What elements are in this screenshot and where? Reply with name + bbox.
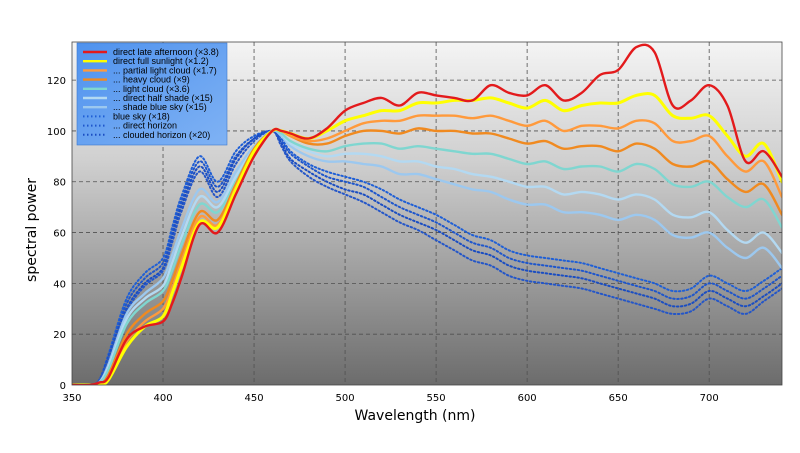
x-tick-label: 350 <box>62 393 81 404</box>
x-tick-label: 450 <box>245 393 264 404</box>
legend-label: ... partial light cloud (×1.7) <box>113 65 217 75</box>
legend-label: blue sky (×18) <box>113 111 170 121</box>
legend-label: ... light cloud (×3.6) <box>113 84 190 94</box>
series-line-1 <box>72 43 782 385</box>
series-line-6 <box>72 128 782 385</box>
series-line-3 <box>72 114 782 385</box>
x-tick-label: 650 <box>609 393 628 404</box>
x-tick-label: 600 <box>518 393 537 404</box>
legend-label: ... direct half shade (×15) <box>113 93 213 103</box>
x-tick-label: 550 <box>427 393 446 404</box>
plot-frame <box>71 41 783 386</box>
series-line-7 <box>72 129 782 385</box>
series-line-8 <box>72 129 782 385</box>
legend-label: ... direct horizon <box>113 121 177 131</box>
legend-label: direct late afternoon (×3.8) <box>113 47 219 57</box>
y-tick-label: 80 <box>53 178 66 189</box>
series-line-2 <box>72 92 782 385</box>
y-tick-label: 100 <box>47 127 66 138</box>
x-axis-label: Wavelength (nm) <box>355 408 476 424</box>
y-tick-label: 120 <box>47 76 66 87</box>
x-tick-label: 400 <box>153 393 172 404</box>
y-tick-label: 20 <box>53 330 66 341</box>
series-line-5 <box>72 128 782 385</box>
legend-label: ... clouded horizon (×20) <box>113 130 210 140</box>
series-line-9 <box>72 129 782 385</box>
x-tick-labels: 350 400 450 500 550 600 650 700 <box>62 393 718 404</box>
x-tick-label: 500 <box>336 393 355 404</box>
x-tick-label: 700 <box>700 393 719 404</box>
series-line-11 <box>72 129 782 385</box>
legend-label: ... shade blue sky (×15) <box>113 102 207 112</box>
y-tick-labels: 0 20 40 60 80 100 120 <box>47 76 66 392</box>
y-tick-label: 0 <box>60 381 66 392</box>
legend-label: ... heavy cloud (×9) <box>113 75 190 85</box>
y-tick-label: 60 <box>53 229 66 240</box>
series-group <box>72 43 782 385</box>
legend-label: direct full sunlight (×1.2) <box>113 56 209 66</box>
y-tick-label: 40 <box>53 279 66 290</box>
y-axis-label: spectral power <box>24 178 40 282</box>
series-line-4 <box>72 127 782 385</box>
series-line-10 <box>72 129 782 385</box>
legend: direct late afternoon (×3.8)direct full … <box>76 42 228 146</box>
